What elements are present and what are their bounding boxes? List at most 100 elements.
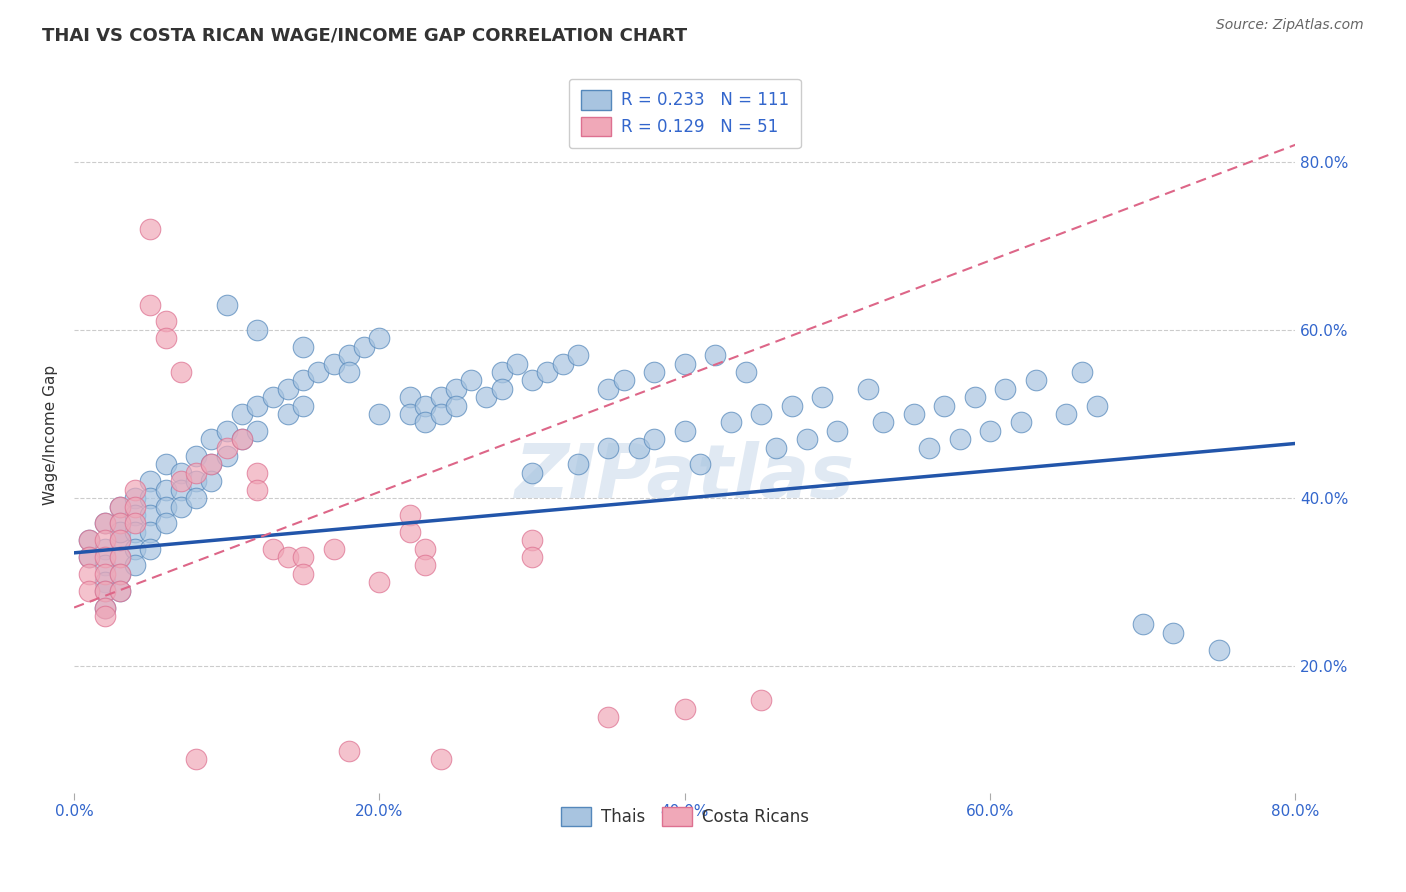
Point [368,407,391,421]
Point [93,600,115,615]
Point [139,508,162,522]
Point [79,550,101,565]
Point [124,541,146,556]
Point [399,508,422,522]
Point [79,566,101,581]
Point [79,550,101,565]
Point [429,407,451,421]
Point [734,365,756,379]
Point [567,458,589,472]
Point [231,407,253,421]
Point [811,390,834,404]
Point [598,710,620,724]
Point [124,558,146,573]
Point [749,407,772,421]
Legend: Thais, Costa Ricans: Thais, Costa Ricans [553,798,817,834]
Point [994,382,1017,396]
Point [506,357,529,371]
Point [643,432,665,446]
Point [673,701,696,715]
Point [918,441,941,455]
Point [292,399,315,413]
Point [155,458,177,472]
Point [93,541,115,556]
Point [139,222,162,236]
Point [262,541,284,556]
Point [170,466,193,480]
Point [1010,416,1032,430]
Point [948,432,970,446]
Point [368,331,391,345]
Point [491,365,513,379]
Point [856,382,879,396]
Point [399,390,422,404]
Point [720,416,742,430]
Point [413,541,436,556]
Point [1085,399,1108,413]
Point [215,424,238,438]
Point [139,298,162,312]
Point [765,441,787,455]
Point [200,458,222,472]
Point [444,382,467,396]
Point [139,541,162,556]
Point [1025,373,1047,387]
Point [170,483,193,497]
Point [200,475,222,489]
Point [215,441,238,455]
Point [108,533,131,548]
Point [93,516,115,531]
Point [200,458,222,472]
Point [108,500,131,514]
Text: THAI VS COSTA RICAN WAGE/INCOME GAP CORRELATION CHART: THAI VS COSTA RICAN WAGE/INCOME GAP CORR… [42,27,688,45]
Point [413,416,436,430]
Point [673,357,696,371]
Point [186,475,208,489]
Point [155,314,177,328]
Point [246,323,269,337]
Point [598,382,620,396]
Point [79,533,101,548]
Point [934,399,956,413]
Point [598,441,620,455]
Point [399,407,422,421]
Point [93,550,115,565]
Point [93,609,115,624]
Point [551,357,574,371]
Point [93,583,115,598]
Point [108,566,131,581]
Point [186,491,208,505]
Point [124,483,146,497]
Point [170,500,193,514]
Point [475,390,498,404]
Point [796,432,818,446]
Point [963,390,986,404]
Point [520,373,543,387]
Point [93,583,115,598]
Text: Source: ZipAtlas.com: Source: ZipAtlas.com [1216,18,1364,32]
Point [108,533,131,548]
Point [139,524,162,539]
Point [353,340,375,354]
Point [520,533,543,548]
Point [246,424,269,438]
Point [1163,625,1185,640]
Point [399,524,422,539]
Point [246,466,269,480]
Point [444,399,467,413]
Point [292,550,315,565]
Point [827,424,849,438]
Point [231,432,253,446]
Point [277,407,299,421]
Point [749,693,772,707]
Point [491,382,513,396]
Point [139,491,162,505]
Point [337,743,360,757]
Point [93,533,115,548]
Point [872,416,894,430]
Point [520,550,543,565]
Point [613,373,636,387]
Point [108,550,131,565]
Point [673,424,696,438]
Point [322,357,344,371]
